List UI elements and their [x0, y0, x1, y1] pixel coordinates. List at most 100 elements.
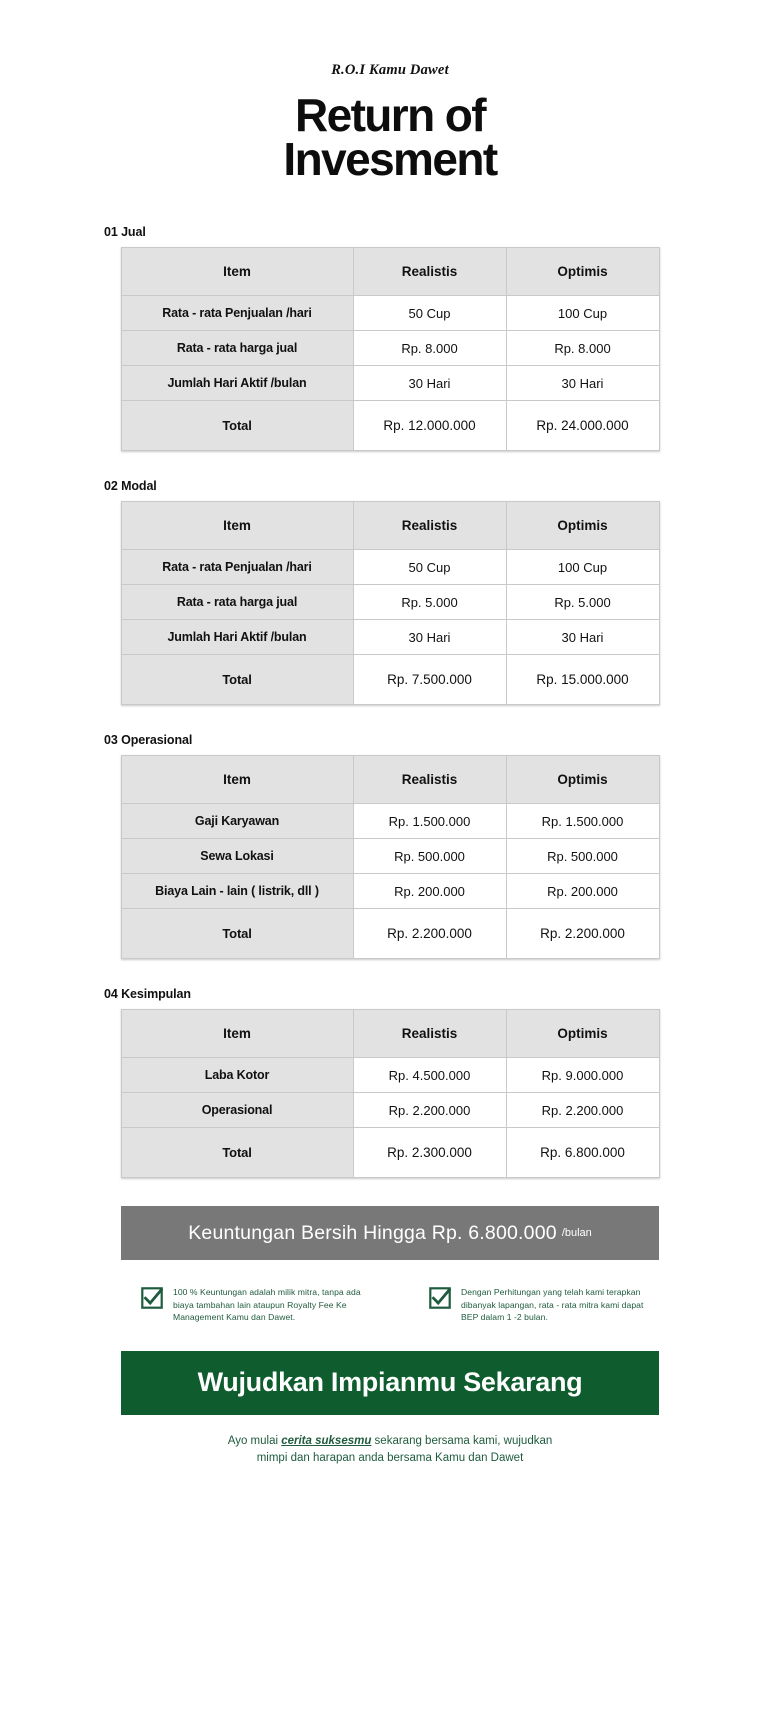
page-title-line-2: Invesment [283, 133, 498, 186]
cell-item: Jumlah Hari Aktif /bulan [120, 619, 354, 656]
total-cell-item: Total [120, 908, 354, 960]
cta-button[interactable]: Wujudkan Impianmu Sekarang [121, 1350, 659, 1415]
column-header: Optimis [505, 755, 660, 805]
table-total-row: Total Rp. 2.300.000 Rp. 6.800.000 [120, 1127, 660, 1179]
cell-item: Gaji Karyawan [120, 803, 354, 840]
checkbox-checked-icon [141, 1287, 163, 1310]
roi-section: 04 Kesimpulan Item Realistis Optimis Laba Ko… [0, 987, 780, 1179]
cell-optimis: Rp. 500.000 [505, 838, 660, 875]
checkbox-checked-icon [429, 1287, 451, 1310]
table-header-row: Item Realistis Optimis [120, 1009, 660, 1059]
cell-item: Biaya Lain - lain ( listrik, dll ) [120, 873, 354, 910]
cell-item: Rata - rata harga jual [120, 330, 354, 367]
benefit-item: 100 % Keuntungan adalah milik mitra, tan… [121, 1286, 371, 1323]
section-label: 04 Kesimpulan [104, 987, 191, 1002]
table-row: Biaya Lain - lain ( listrik, dll ) Rp. 20… [120, 873, 660, 910]
cell-realistis: 50 Cup [352, 295, 507, 332]
cell-realistis: Rp. 5.000 [352, 584, 507, 621]
table-row: Laba Kotor Rp. 4.500.000 Rp. 9.000.000 [120, 1057, 660, 1094]
cell-realistis: Rp. 2.200.000 [352, 1092, 507, 1129]
section-label: 03 Operasional [104, 733, 193, 748]
cell-item: Rata - rata harga jual [120, 584, 354, 621]
roi-sections: 01 Jual Item Realistis Optimis Rata - rata P… [0, 225, 780, 1179]
total-cell-item: Total [120, 400, 354, 452]
cell-realistis: 50 Cup [352, 549, 507, 586]
page-title-line-1: Return of [294, 89, 487, 141]
eyebrow-text: R.O.I Kamu Dawet [331, 62, 449, 78]
column-header: Item [120, 501, 354, 551]
footer-emphasis: cerita suksesmu [281, 1434, 372, 1447]
total-cell-item: Total [120, 1127, 354, 1179]
page-title: Return of Invesment [0, 89, 780, 186]
section-label: 02 Modal [104, 479, 157, 494]
table-total-row: Total Rp. 7.500.000 Rp. 15.000.000 [120, 654, 660, 706]
cell-optimis: Rp. 9.000.000 [505, 1057, 660, 1094]
cell-optimis: 30 Hari [505, 619, 660, 656]
column-header: Optimis [505, 247, 660, 297]
cell-realistis: Rp. 4.500.000 [352, 1057, 507, 1094]
total-cell-optimis: Rp. 6.800.000 [505, 1127, 660, 1179]
footer-line-1-pre: Ayo mulai [227, 1434, 282, 1447]
cell-realistis: Rp. 500.000 [352, 838, 507, 875]
column-header: Realistis [352, 755, 507, 805]
total-cell-realistis: Rp. 2.200.000 [352, 908, 507, 960]
table-header-row: Item Realistis Optimis [120, 755, 660, 805]
total-cell-realistis: Rp. 2.300.000 [352, 1127, 507, 1179]
cell-realistis: 30 Hari [352, 619, 507, 656]
total-cell-item: Total [120, 654, 354, 706]
roi-section: 03 Operasional Item Realistis Optimis Gaji K… [0, 733, 780, 960]
table-row: Sewa Lokasi Rp. 500.000 Rp. 500.000 [120, 838, 660, 875]
cell-optimis: 100 Cup [505, 549, 660, 586]
table-row: Operasional Rp. 2.200.000 Rp. 2.200.000 [120, 1092, 660, 1129]
table-total-row: Total Rp. 12.000.000 Rp. 24.000.000 [120, 400, 660, 452]
cell-realistis: Rp. 8.000 [352, 330, 507, 367]
cell-optimis: Rp. 200.000 [505, 873, 660, 910]
cell-optimis: Rp. 2.200.000 [505, 1092, 660, 1129]
footer-line-1-post: sekarang bersama kami, wujudkan [371, 1434, 553, 1447]
cell-realistis: Rp. 1.500.000 [352, 803, 507, 840]
roi-table: Item Realistis Optimis Rata - rata Penjuala… [120, 247, 660, 452]
benefit-item: Dengan Perhitungan yang telah kami terap… [409, 1286, 659, 1323]
table-total-row: Total Rp. 2.200.000 Rp. 2.200.000 [120, 908, 660, 960]
table-row: Rata - rata harga jual Rp. 5.000 Rp. 5.000 [120, 584, 660, 621]
benefit-text: Dengan Perhitungan yang telah kami terap… [461, 1287, 644, 1323]
cell-realistis: Rp. 200.000 [352, 873, 507, 910]
footer-text: Ayo mulai cerita suksesmu sekarang bersa… [0, 1433, 780, 1468]
roi-table: Item Realistis Optimis Laba Kotor Rp. 4.500.… [120, 1009, 660, 1179]
cta-button-label: Wujudkan Impianmu Sekarang [197, 1367, 583, 1398]
table-header-row: Item Realistis Optimis [120, 501, 660, 551]
table-row: Rata - rata Penjualan /hari 50 Cup 100 Cup [120, 549, 660, 586]
table-row: Rata - rata Penjualan /hari 50 Cup 100 Cup [120, 295, 660, 332]
column-header: Realistis [352, 501, 507, 551]
roi-section: 02 Modal Item Realistis Optimis Rata - rata … [0, 479, 780, 706]
table-row: Gaji Karyawan Rp. 1.500.000 Rp. 1.500.000 [120, 803, 660, 840]
page-header: R.O.I Kamu Dawet Return of Invesment [0, 0, 780, 186]
benefits-list: 100 % Keuntungan adalah milik mitra, tan… [121, 1286, 659, 1323]
column-header: Optimis [505, 1009, 660, 1059]
cell-item: Operasional [120, 1092, 354, 1129]
section-label: 01 Jual [104, 225, 146, 240]
profit-banner-suffix: /bulan [561, 1227, 592, 1240]
total-cell-optimis: Rp. 24.000.000 [505, 400, 660, 452]
roi-section: 01 Jual Item Realistis Optimis Rata - rata P… [0, 225, 780, 452]
cell-optimis: Rp. 1.500.000 [505, 803, 660, 840]
cell-item: Jumlah Hari Aktif /bulan [120, 365, 354, 402]
cell-item: Laba Kotor [120, 1057, 354, 1094]
roi-table: Item Realistis Optimis Rata - rata Penjuala… [120, 501, 660, 706]
profit-banner: Keuntungan Bersih Hingga Rp. 6.800.000 /… [121, 1206, 659, 1261]
total-cell-optimis: Rp. 15.000.000 [505, 654, 660, 706]
total-cell-realistis: Rp. 7.500.000 [352, 654, 507, 706]
footer-line-1: Ayo mulai cerita suksesmu sekarang bersa… [0, 1433, 780, 1450]
roi-table: Item Realistis Optimis Gaji Karyawan Rp. 1.5… [120, 755, 660, 960]
column-header: Item [120, 755, 354, 805]
column-header: Realistis [352, 247, 507, 297]
cell-item: Rata - rata Penjualan /hari [120, 295, 354, 332]
column-header: Optimis [505, 501, 660, 551]
column-header: Realistis [352, 1009, 507, 1059]
cell-optimis: 100 Cup [505, 295, 660, 332]
cell-item: Sewa Lokasi [120, 838, 354, 875]
table-header-row: Item Realistis Optimis [120, 247, 660, 297]
cell-optimis: Rp. 5.000 [505, 584, 660, 621]
benefit-text: 100 % Keuntungan adalah milik mitra, tan… [173, 1287, 361, 1323]
